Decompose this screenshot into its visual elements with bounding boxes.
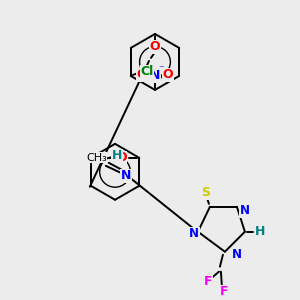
Text: N: N [121, 169, 131, 182]
Text: O: O [137, 68, 147, 81]
Text: N: N [150, 69, 160, 82]
Text: N: N [240, 204, 250, 217]
Text: O: O [116, 151, 127, 164]
Text: ⁻: ⁻ [158, 64, 164, 74]
Text: N: N [232, 248, 242, 261]
Text: H: H [255, 225, 265, 238]
Text: H: H [112, 149, 122, 162]
Text: O: O [150, 40, 160, 53]
Text: O: O [163, 68, 173, 81]
Text: N: N [189, 227, 199, 240]
Text: F: F [220, 285, 228, 298]
Text: S: S [201, 186, 210, 199]
Text: CH₃: CH₃ [86, 153, 107, 163]
Text: Cl: Cl [140, 65, 153, 78]
Text: F: F [204, 275, 212, 288]
